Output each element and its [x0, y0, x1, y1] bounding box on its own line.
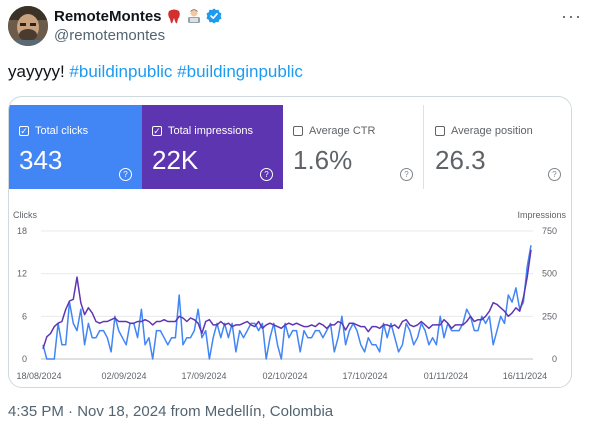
left-tick-label: 6: [22, 311, 27, 321]
right-tick-label: 750: [542, 226, 557, 236]
right-tick-label: 500: [542, 269, 557, 279]
right-tick-label: 250: [542, 311, 557, 321]
hashtag-buildinginpublic[interactable]: #buildinginpublic: [177, 62, 303, 81]
series-line-clicks: [42, 245, 532, 360]
display-name[interactable]: RemoteMontes: [54, 7, 162, 25]
metric-value: 343: [19, 145, 63, 175]
metric-tile-total-impressions[interactable]: ✓ Total impressions 22K ?: [142, 105, 283, 189]
left-tick-label: 0: [22, 354, 27, 364]
left-tick-label: 12: [17, 269, 27, 279]
metric-value: 26.3: [435, 145, 486, 175]
metric-tile-total-clicks[interactable]: ✓ Total clicks 343 ?: [9, 105, 142, 189]
tweet-text: yayyyy! #buildinpublic #buildinginpublic: [8, 62, 303, 82]
x-tick-label: 16/11/2024: [503, 371, 547, 381]
handle[interactable]: @remotemontes: [54, 27, 166, 44]
x-tick-label: 18/08/2024: [16, 371, 61, 381]
metric-tile-average-ctr[interactable]: Average CTR 1.6% ?: [283, 105, 424, 189]
metric-label: Total clicks: [35, 125, 89, 137]
author-row: RemoteMontes: [54, 6, 222, 26]
more-horizontal-icon[interactable]: ···: [561, 6, 582, 26]
left-axis-label: Clicks: [13, 210, 37, 220]
help-icon[interactable]: ?: [260, 168, 273, 181]
x-tick-label: 17/09/2024: [181, 371, 226, 381]
performance-chart: Clicks Impressions 18 750 12 500 6 250 0 0 18/08…: [13, 210, 567, 381]
series-line-impressions: [42, 249, 532, 350]
metric-tile-average-position[interactable]: Average position 26.3 ?: [425, 105, 571, 189]
right-tick-label: 0: [552, 354, 557, 364]
metric-label: Total impressions: [168, 125, 253, 137]
checkbox-unchecked-icon[interactable]: [293, 126, 303, 136]
search-console-card[interactable]: ✓ Total clicks 343 ? ✓ Total impressions 2…: [8, 96, 572, 388]
help-icon[interactable]: ?: [548, 168, 561, 181]
x-tick-label: 02/09/2024: [101, 371, 146, 381]
technologist-emoji-icon: [186, 8, 202, 24]
metric-label: Average CTR: [309, 125, 376, 137]
metric-label: Average position: [451, 125, 533, 137]
hashtag-buildinpublic[interactable]: #buildinpublic: [69, 62, 173, 81]
metric-value: 1.6%: [293, 145, 353, 175]
tweet-plain-text: yayyyy!: [8, 62, 70, 81]
left-tick-label: 18: [17, 226, 27, 236]
tooth-emoji-icon: [166, 8, 182, 24]
x-tick-label: 01/11/2024: [424, 371, 468, 381]
checkbox-checked-icon[interactable]: ✓: [152, 125, 162, 136]
avatar[interactable]: [8, 6, 48, 46]
tweet-timestamp[interactable]: 4:35 PM · Nov 18, 2024 from Medellín, Co…: [8, 403, 334, 420]
checkbox-checked-icon[interactable]: ✓: [19, 125, 29, 136]
checkbox-unchecked-icon[interactable]: [435, 126, 445, 136]
help-icon[interactable]: ?: [119, 168, 132, 181]
metric-value: 22K: [152, 145, 199, 175]
x-tick-label: 17/10/2024: [342, 371, 387, 381]
verified-badge-icon: [206, 8, 222, 24]
help-icon[interactable]: ?: [400, 168, 413, 181]
x-tick-label: 02/10/2024: [262, 371, 307, 381]
right-axis-label: Impressions: [517, 210, 566, 220]
